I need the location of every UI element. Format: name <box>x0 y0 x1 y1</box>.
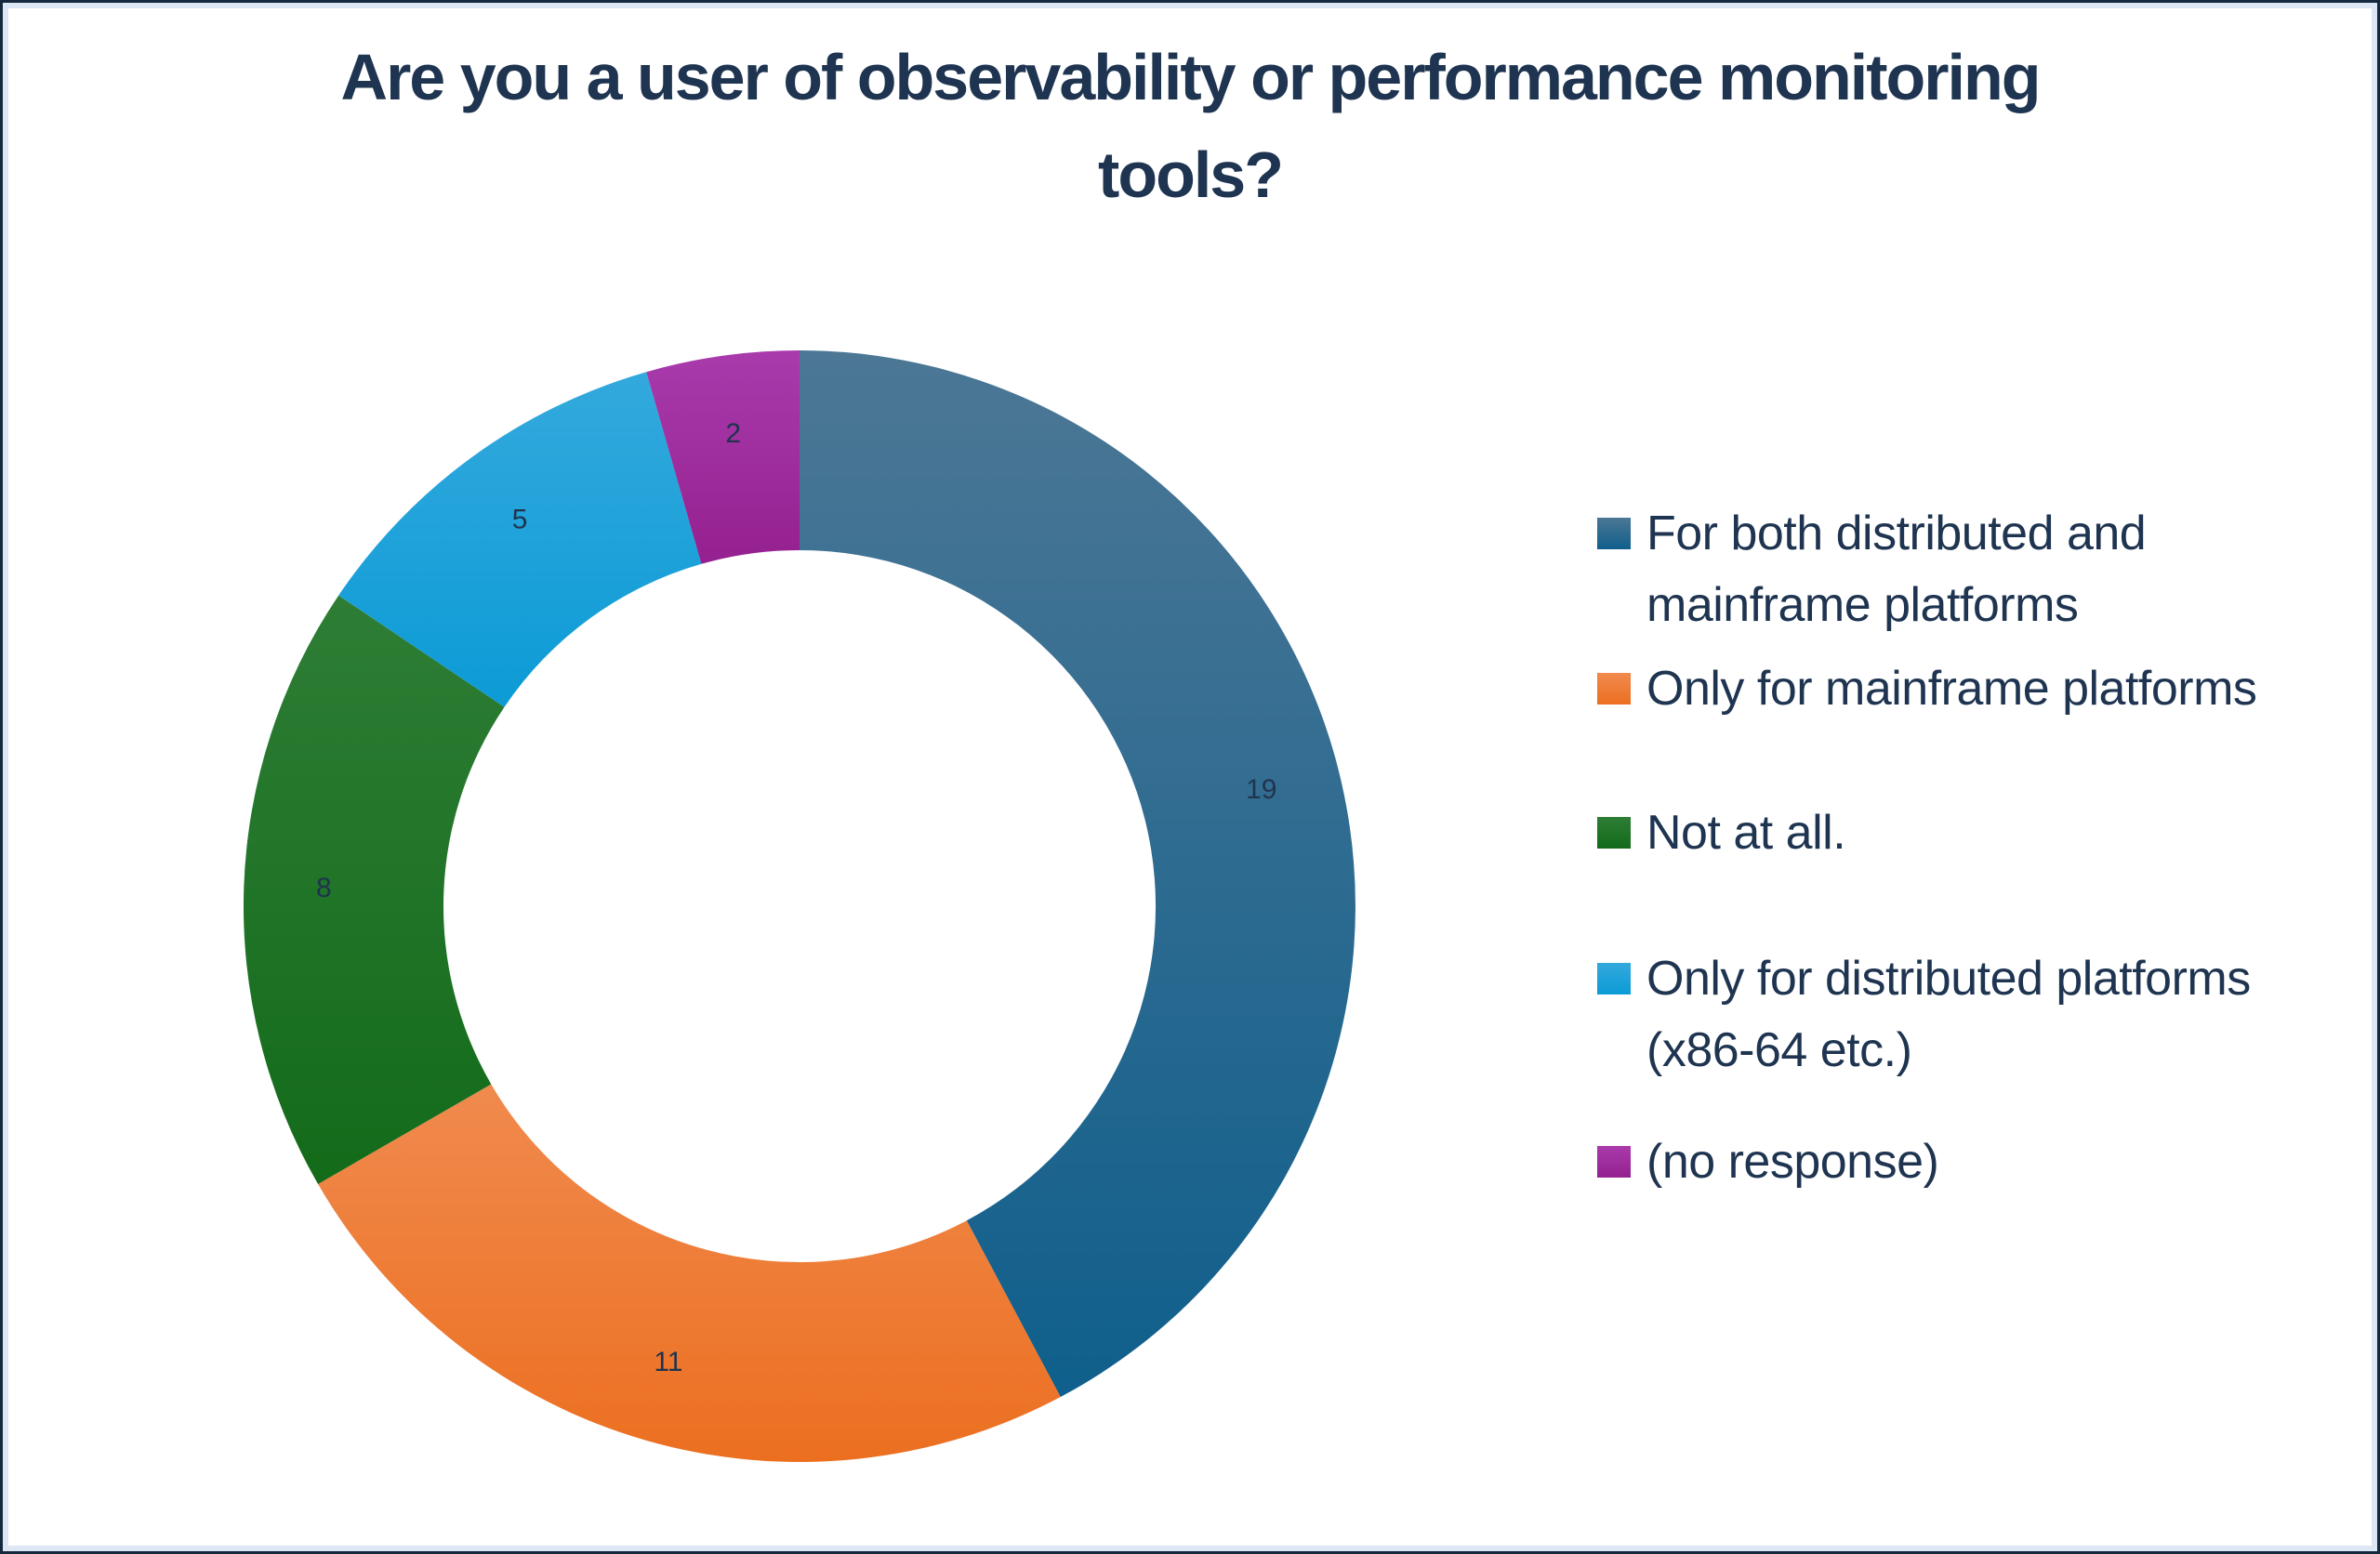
chart-title-line-1: Are you a user of observability or perfo… <box>340 41 2042 113</box>
donut-data-labels: 19 11 8 5 2 <box>316 418 1277 1377</box>
legend-label-both-platforms: For both distributed and mainframe platf… <box>1646 507 2147 632</box>
donut-data-label-1: 11 <box>654 1347 682 1377</box>
legend-item-only-distributed: Only for distributed platforms (x86-64 e… <box>1597 943 2374 1086</box>
slide-inner-frame: Are you a user of observability or perfo… <box>3 3 2377 1551</box>
donut-slice-1 <box>318 1084 1061 1462</box>
legend-item-no-response: (no response) <box>1597 1126 2374 1198</box>
legend-swatch-only-distributed <box>1597 963 1631 994</box>
legend-swatch-not-at-all <box>1597 817 1631 849</box>
chart-legend: For both distributed and mainframe platf… <box>1597 498 2374 1198</box>
legend-swatch-both-platforms <box>1597 518 1631 549</box>
donut-slice-4 <box>646 350 800 564</box>
legend-item-only-mainframe: Only for mainframe platforms <box>1597 653 2374 725</box>
legend-item-both-platforms: For both distributed and mainframe platf… <box>1597 498 2374 641</box>
donut-slice-2 <box>243 595 505 1184</box>
legend-item-not-at-all: Not at all. <box>1597 797 2374 869</box>
donut-slices <box>243 350 1355 1462</box>
legend-label-only-mainframe: Only for mainframe platforms <box>1646 662 2257 716</box>
donut-data-label-3: 5 <box>512 505 528 535</box>
legend-label-not-at-all: Not at all. <box>1646 806 1846 860</box>
chart-title: Are you a user of observability or perfo… <box>8 29 2372 224</box>
legend-label-only-distributed: Only for distributed platforms (x86-64 e… <box>1646 952 2251 1077</box>
donut-data-label-2: 8 <box>316 873 332 903</box>
legend-swatch-only-mainframe <box>1597 673 1631 705</box>
donut-chart: 19 11 8 5 2 <box>243 350 1355 1462</box>
donut-slice-0 <box>800 350 1355 1397</box>
donut-slice-3 <box>338 372 702 707</box>
legend-swatch-no-response <box>1597 1146 1631 1178</box>
legend-label-no-response: (no response) <box>1646 1135 1939 1189</box>
chart-title-line-2: tools? <box>1098 138 1284 211</box>
donut-data-label-0: 19 <box>1246 774 1276 805</box>
donut-data-label-4: 2 <box>725 418 741 449</box>
